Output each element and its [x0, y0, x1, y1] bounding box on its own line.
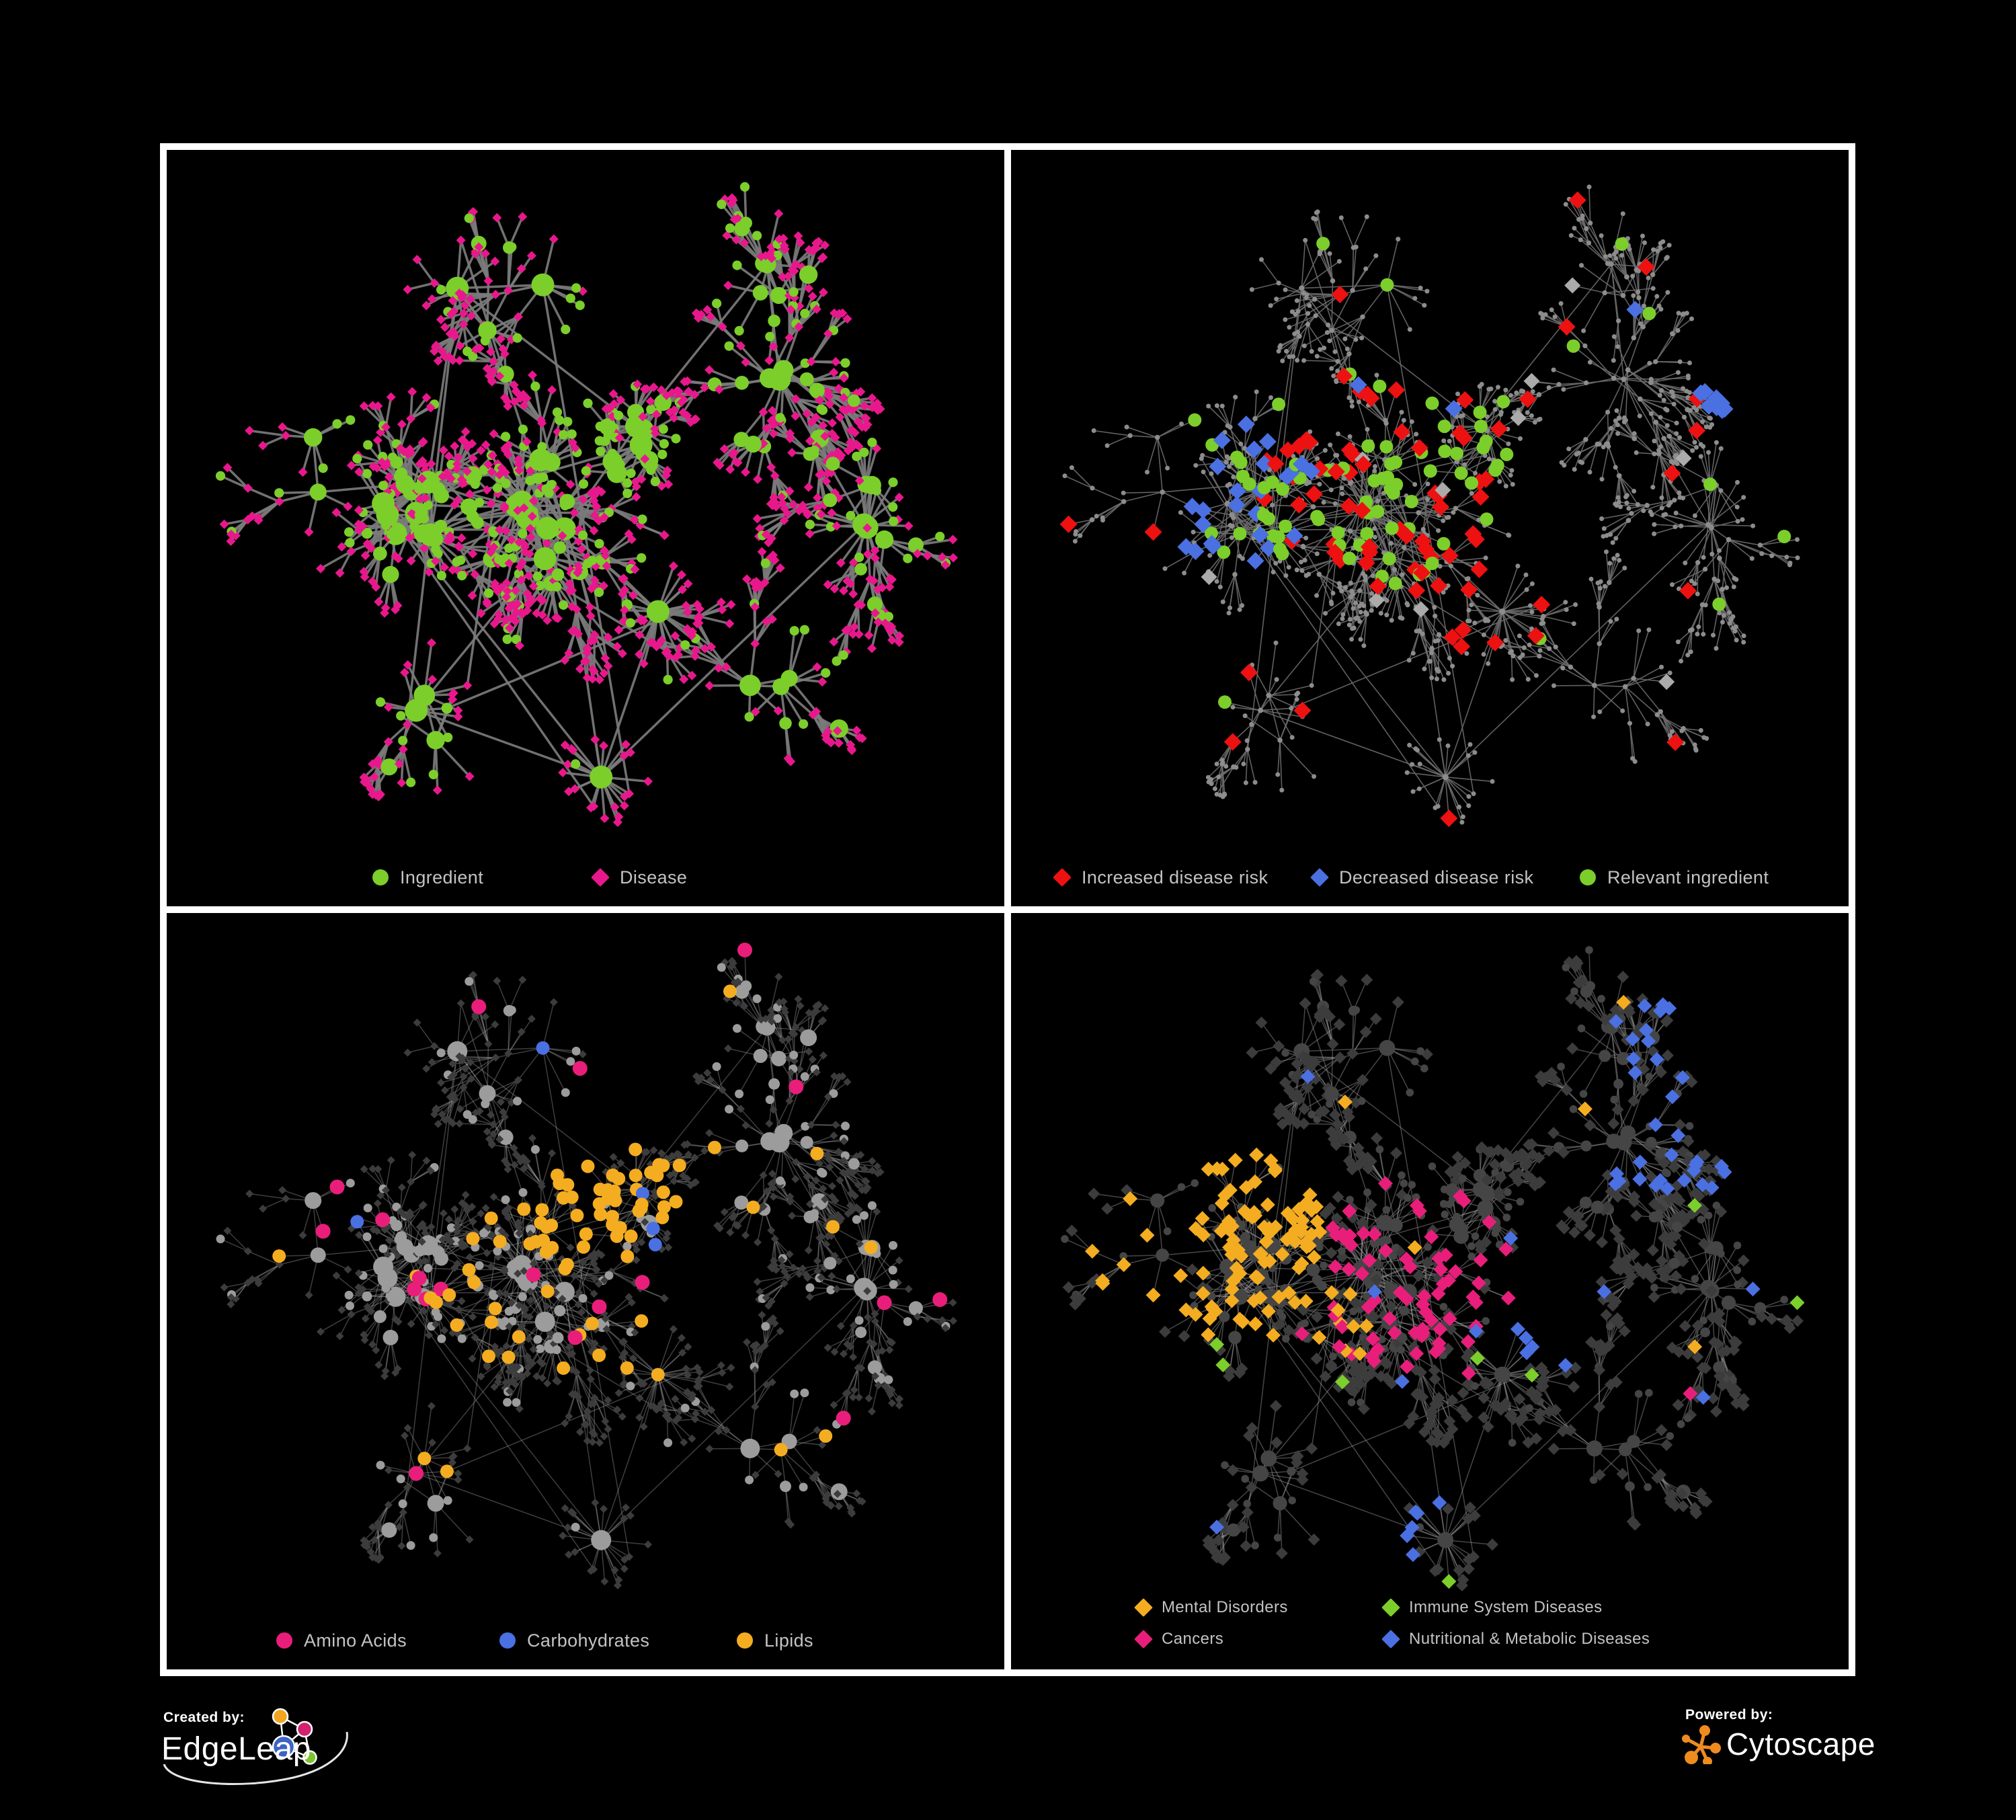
edgeleap-logo-icon — [163, 1708, 348, 1785]
legend-label: Amino Acids — [304, 1630, 407, 1651]
legend-item-lipids: Lipids — [737, 1630, 813, 1651]
legend-label: Nutritional & Metabolic Diseases — [1409, 1630, 1650, 1648]
ingredient-disease-network-canvas — [215, 182, 958, 827]
legend-item-ingredient: Ingredient — [372, 867, 483, 887]
legend-item-immune-diseases: Immune System Diseases — [1381, 1597, 1603, 1618]
legend-item-amino-acids: Amino Acids — [276, 1630, 407, 1651]
legend-label: Decreased disease risk — [1339, 867, 1534, 887]
panel-disease-risk: Increased disease risk Decreased disease… — [1011, 150, 1849, 906]
legend-label: Mental Disorders — [1162, 1598, 1288, 1616]
legend-item-cancers: Cancers — [1134, 1629, 1224, 1649]
cancers-diamond-icon — [1134, 1630, 1153, 1649]
powered-by-label: Powered by: — [1685, 1707, 1773, 1723]
increased-risk-diamond-icon — [1053, 868, 1072, 887]
legend-label: Carbohydrates — [527, 1630, 650, 1651]
edgeleap-wordmark: EdgeLeap — [161, 1731, 311, 1767]
created-by-label: Created by: — [163, 1710, 245, 1725]
legend-label: Immune System Diseases — [1409, 1598, 1603, 1616]
cytoscape-logo-icon — [1682, 1725, 1721, 1764]
legend-label: Relevant ingredient — [1607, 867, 1769, 887]
legend-item-carbohydrates: Carbohydrates — [499, 1630, 649, 1651]
legend-label: Cancers — [1162, 1630, 1224, 1648]
legend-item-mental-disorders: Mental Disorders — [1134, 1597, 1288, 1618]
relevant-ingredient-circle-icon — [1580, 869, 1596, 885]
disease-diamond-icon — [591, 868, 610, 887]
legend-item-disease: Disease — [591, 867, 688, 887]
legend-item-increased-risk: Increased disease risk — [1053, 867, 1268, 887]
legend-item-decreased-risk: Decreased disease risk — [1310, 867, 1534, 887]
ingredient-classes-network-canvas — [216, 943, 957, 1589]
panel-disease-categories: Mental Disorders Immune System Diseases … — [1011, 913, 1849, 1669]
lipids-circle-icon — [737, 1632, 753, 1649]
mental-disorders-diamond-icon — [1134, 1598, 1153, 1617]
disease-risk-network-canvas — [1059, 184, 1800, 828]
decreased-risk-diamond-icon — [1310, 868, 1329, 887]
legend-label: Increased disease risk — [1082, 867, 1268, 887]
legend-item-nutritional-metabolic: Nutritional & Metabolic Diseases — [1381, 1629, 1650, 1649]
nutritional-metabolic-diamond-icon — [1381, 1630, 1400, 1649]
disease-categories-network-canvas — [1061, 946, 1805, 1591]
amino-acids-circle-icon — [276, 1632, 292, 1649]
legend-item-relevant-ingredient: Relevant ingredient — [1580, 867, 1769, 887]
legend-label: Ingredient — [400, 867, 484, 887]
immune-diseases-diamond-icon — [1381, 1598, 1400, 1617]
cytoscape-brand: Cytoscape — [1681, 1724, 1876, 1764]
ingredient-circle-icon — [372, 869, 389, 885]
legend-label: Lipids — [764, 1630, 813, 1651]
carbohydrates-circle-icon — [499, 1632, 516, 1649]
panel-ingredient-disease: Ingredient Disease — [167, 150, 1004, 906]
panel-ingredient-classes: Amino Acids Carbohydrates Lipids — [167, 913, 1004, 1669]
legend-label: Disease — [620, 867, 688, 887]
panel-grid: Ingredient Disease Increased disease ris… — [160, 143, 1855, 1676]
cytoscape-wordmark: Cytoscape — [1726, 1727, 1876, 1762]
